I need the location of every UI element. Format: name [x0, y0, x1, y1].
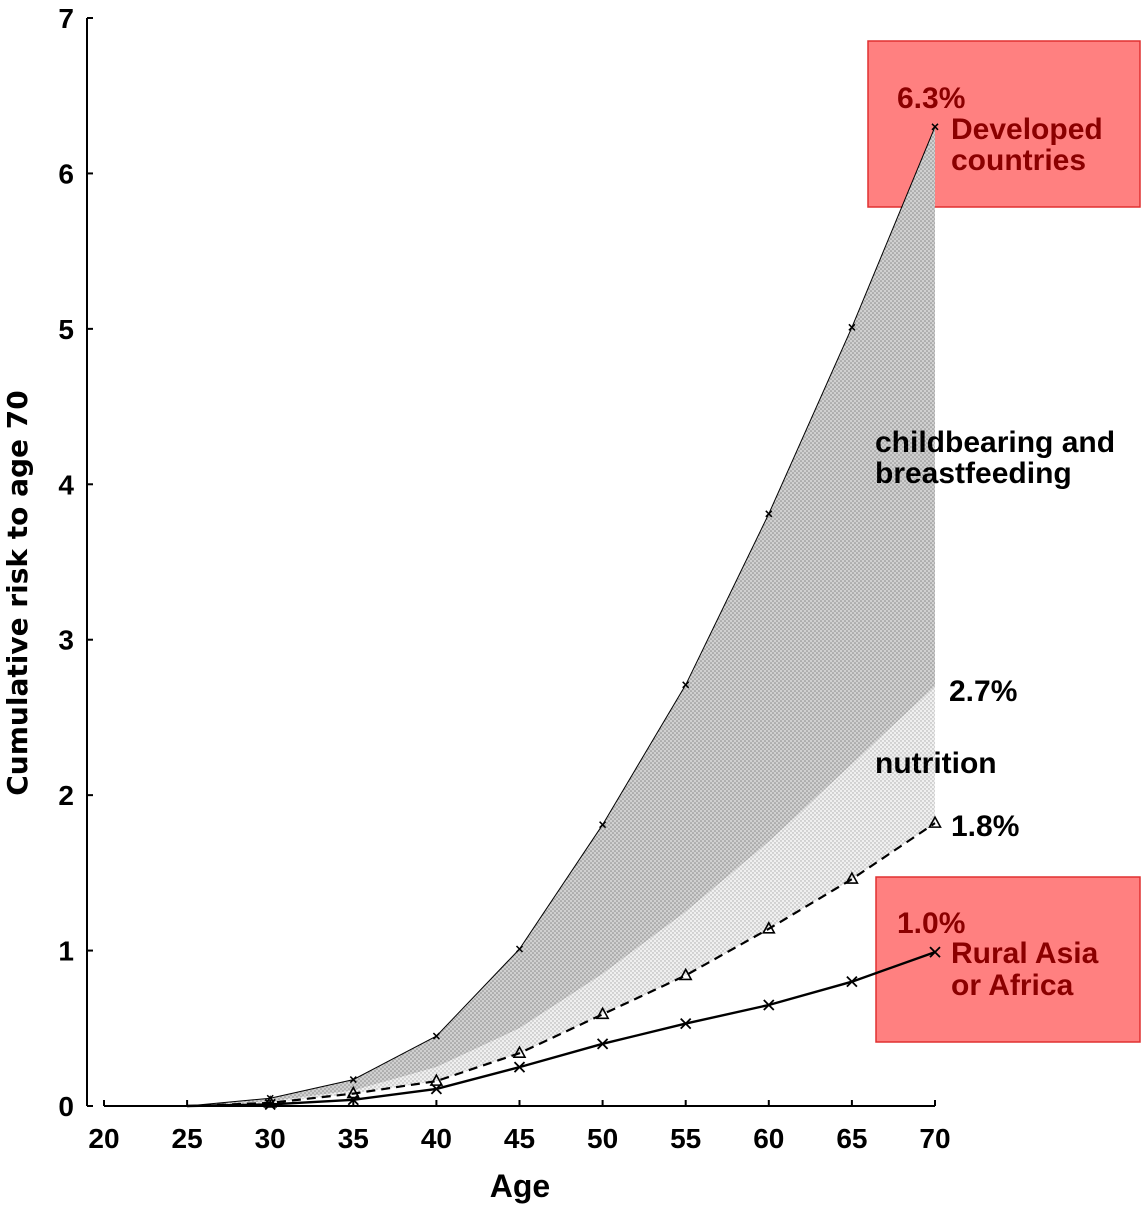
developed-series-line	[187, 126, 936, 1107]
developed-point	[682, 681, 690, 689]
x-tick-label: 35	[338, 1123, 369, 1154]
x-tick-label: 55	[670, 1123, 701, 1154]
y-tick-label: 1	[58, 936, 74, 967]
rural-point	[430, 1083, 443, 1095]
rural-point	[929, 946, 941, 958]
rural-highlight-box	[875, 876, 1141, 1043]
x-tick-label: 20	[88, 1123, 119, 1154]
y-axis-ticks: 0 1 2 3 4 5 6 7	[58, 3, 93, 1122]
developed-point	[765, 510, 773, 518]
developed-percent-label: 6.3%	[897, 82, 965, 115]
rural-point	[763, 999, 775, 1011]
nutrition-percent-label: 2.7%	[949, 675, 1017, 708]
childbearing-band	[187, 126, 936, 1107]
rural-point	[596, 1038, 609, 1050]
x-tick-label: 40	[421, 1123, 452, 1154]
dashed-point	[845, 871, 859, 884]
x-tick-label: 30	[255, 1123, 286, 1154]
y-tick-label: 2	[58, 780, 74, 811]
rural-point	[347, 1094, 359, 1106]
dashed-point	[429, 1073, 444, 1086]
dashed-percent-label: 1.8%	[951, 810, 1019, 843]
x-axis-ticks: 20 25 30 35 40 45 50 55 60 65 70	[88, 1100, 951, 1154]
dashed-point	[928, 815, 942, 828]
x-tick-label: 50	[587, 1123, 618, 1154]
developed-point	[349, 1076, 357, 1084]
rural-point	[513, 1061, 526, 1073]
dashed-point	[761, 921, 776, 934]
y-tick-label: 3	[58, 625, 74, 656]
developed-point	[931, 123, 939, 131]
nutrition-label: nutrition	[875, 747, 997, 780]
y-tick-label: 4	[58, 469, 74, 500]
dashed-point	[595, 1006, 610, 1020]
rural-label-line2: or Africa	[951, 969, 1074, 1002]
childbearing-label-line1: childbearing and	[875, 426, 1115, 459]
dashed-series-line	[187, 822, 936, 1108]
rural-point	[680, 1017, 692, 1030]
developed-point	[848, 323, 856, 331]
developed-label-line2: countries	[951, 144, 1086, 177]
developed-label-line1: Developed	[951, 113, 1103, 146]
x-tick-label: 70	[919, 1123, 950, 1154]
rural-point	[846, 976, 858, 988]
developed-point	[515, 945, 524, 953]
x-axis-title: Age	[490, 1168, 550, 1204]
rural-percent-label: 1.0%	[897, 907, 965, 940]
y-tick-label: 7	[58, 3, 74, 34]
dashed-point	[678, 967, 693, 981]
y-tick-label: 5	[58, 314, 74, 345]
x-tick-label: 65	[836, 1123, 867, 1154]
dashed-point	[512, 1045, 527, 1058]
developed-point	[599, 821, 607, 829]
nutrition-band	[187, 686, 936, 1106]
x-tick-label: 25	[172, 1123, 203, 1154]
rural-series-line	[187, 950, 936, 1108]
y-axis-title: Cumulative risk to age 70	[1, 390, 34, 796]
y-tick-label: 6	[58, 158, 74, 189]
y-tick-label: 0	[58, 1091, 74, 1122]
x-tick-label: 45	[504, 1123, 535, 1154]
dashed-point	[346, 1085, 361, 1099]
childbearing-label-line2: breastfeeding	[875, 457, 1072, 490]
rural-label-line1: Rural Asia	[951, 937, 1099, 970]
developed-point	[432, 1032, 440, 1040]
x-tick-label: 60	[753, 1123, 784, 1154]
